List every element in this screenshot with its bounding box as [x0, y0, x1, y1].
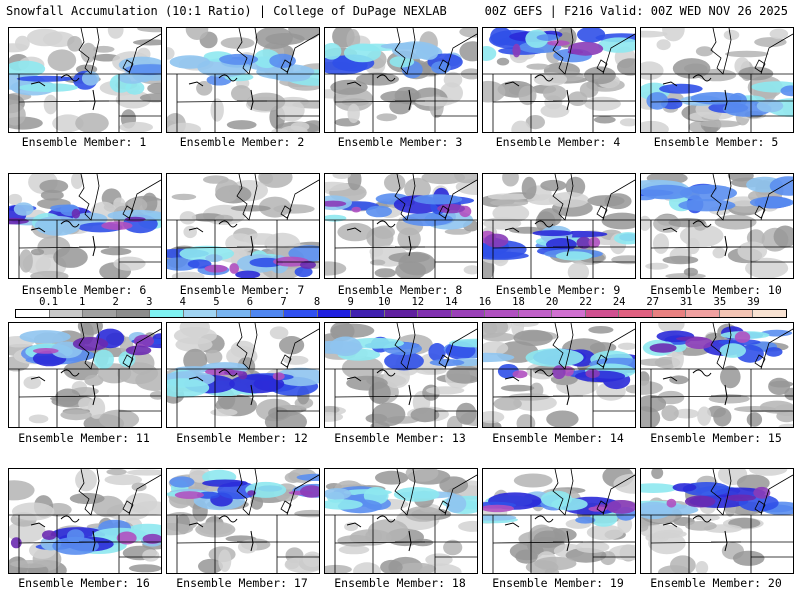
- colorbar-tick-label: 39: [747, 296, 760, 308]
- ensemble-member-map: [324, 173, 478, 279]
- ensemble-member-label: Ensemble Member: 11: [18, 431, 150, 445]
- model-valid-time: 00Z GEFS | F216 Valid: 00Z WED NOV 26 20…: [484, 4, 788, 18]
- colorbar-tick-label: 27: [646, 296, 660, 308]
- ensemble-member-label: Ensemble Member: 13: [334, 431, 466, 445]
- ensemble-member-map: [482, 27, 636, 133]
- map-title: Snowfall Accumulation (10:1 Ratio) | Col…: [6, 4, 447, 18]
- colorbar-swatch: [284, 310, 318, 317]
- colorbar-swatch: [619, 310, 653, 317]
- ensemble-member-label: Ensemble Member: 3: [337, 135, 463, 149]
- ensemble-member-map: [8, 173, 162, 279]
- ensemble-member-label: Ensemble Member: 7: [179, 283, 305, 297]
- ensemble-member-label: Ensemble Member: 9: [495, 283, 621, 297]
- ensemble-member-label: Ensemble Member: 8: [337, 283, 463, 297]
- ensemble-member-map: [166, 173, 320, 279]
- ensemble-member-map: [640, 468, 794, 574]
- colorbar-swatch: [585, 310, 620, 317]
- ensemble-member-map: [482, 173, 636, 279]
- colorbar-tick-label: 7: [280, 296, 287, 308]
- colorbar-tick-label: 31: [679, 296, 693, 308]
- colorbar-swatch: [49, 310, 84, 317]
- ensemble-member-label: Ensemble Member: 14: [492, 431, 624, 445]
- colorbar-tick-label: 8: [313, 296, 321, 308]
- colorbar-swatch: [83, 310, 117, 317]
- ensemble-member-map: [8, 27, 162, 133]
- colorbar-swatch: [485, 310, 519, 317]
- colorbar-tick-label: 9: [347, 296, 354, 308]
- ensemble-member-label: Ensemble Member: 20: [650, 576, 782, 590]
- colorbar-tick-label: 35: [713, 296, 727, 308]
- ensemble-member-map: [324, 27, 478, 133]
- ensemble-member-label: Ensemble Member: 1: [21, 135, 147, 149]
- colorbar-swatch: [317, 310, 352, 317]
- colorbar-tick-label: 1: [78, 296, 86, 308]
- colorbar-swatch: [552, 310, 586, 317]
- colorbar-tick-label: 10: [377, 296, 391, 308]
- colorbar-swatch: [719, 310, 754, 317]
- ensemble-member-map: [482, 322, 636, 428]
- ensemble-member-map: [482, 468, 636, 574]
- colorbar-swatch: [384, 310, 419, 317]
- ensemble-member-label: Ensemble Member: 6: [21, 283, 147, 297]
- colorbar-swatch: [150, 310, 184, 317]
- ensemble-member-label: Ensemble Member: 18: [334, 576, 466, 590]
- colorbar-tick-label: 12: [411, 296, 425, 308]
- ensemble-member-label: Ensemble Member: 2: [179, 135, 305, 149]
- ensemble-member-map: [640, 322, 794, 428]
- colorbar-tick-label: 0.1: [39, 296, 59, 308]
- colorbar-swatch: [652, 310, 687, 317]
- colorbar-swatch: [451, 310, 486, 317]
- colorbar-swatch: [250, 310, 285, 317]
- colorbar-swatch: [518, 310, 553, 317]
- colorbar-tick-label: 16: [478, 296, 492, 308]
- colorbar-tick-label: 6: [246, 296, 254, 308]
- ensemble-member-map: [324, 322, 478, 428]
- colorbar-tick-label: 18: [512, 296, 525, 308]
- ensemble-member-map: [166, 27, 320, 133]
- ensemble-member-label: Ensemble Member: 15: [650, 431, 782, 445]
- ensemble-member-label: Ensemble Member: 10: [650, 283, 782, 297]
- ensemble-member-map: [640, 173, 794, 279]
- colorbar-tick-label: 2: [112, 296, 119, 308]
- ensemble-member-map: [166, 322, 320, 428]
- colorbar-strip: [15, 309, 787, 318]
- ensemble-member-map: [8, 468, 162, 574]
- colorbar-swatch: [753, 310, 786, 317]
- colorbar-swatch: [418, 310, 452, 317]
- colorbar-tick-label: 3: [146, 296, 153, 308]
- colorbar-labels: 0.1 1 2 3 4 5 6 7 8 9 10 12 14 16 18 20 22 24 27 31 35 39: [15, 296, 787, 308]
- ensemble-member-label: Ensemble Member: 16: [18, 576, 150, 590]
- colorbar-swatch: [183, 310, 218, 317]
- ensemble-member-label: Ensemble Member: 12: [176, 431, 308, 445]
- colorbar-tick-label: 22: [579, 296, 592, 308]
- colorbar-swatch: [686, 310, 720, 317]
- colorbar-tick-label: 14: [445, 296, 458, 308]
- colorbar-swatch: [16, 310, 50, 317]
- snowfall-colorbar: 0.1 1 2 3 4 5 6 7 8 9 10 12 14 16 18 20 22 24 27 31 35 39: [15, 296, 787, 320]
- colorbar-tick-label: 20: [545, 296, 559, 308]
- ensemble-member-map: [8, 322, 162, 428]
- ensemble-member-map: [166, 468, 320, 574]
- colorbar-tick-label: 5: [213, 296, 220, 308]
- ensemble-member-label: Ensemble Member: 5: [653, 135, 779, 149]
- ensemble-member-label: Ensemble Member: 19: [492, 576, 624, 590]
- colorbar-swatch: [217, 310, 251, 317]
- colorbar-swatch: [116, 310, 151, 317]
- colorbar-tick-label: 24: [612, 296, 626, 308]
- ensemble-member-map: [324, 468, 478, 574]
- colorbar-swatch: [351, 310, 385, 317]
- ensemble-member-label: Ensemble Member: 4: [495, 135, 621, 149]
- ensemble-member-label: Ensemble Member: 17: [176, 576, 308, 590]
- ensemble-member-map: [640, 27, 794, 133]
- colorbar-tick-label: 4: [179, 296, 186, 308]
